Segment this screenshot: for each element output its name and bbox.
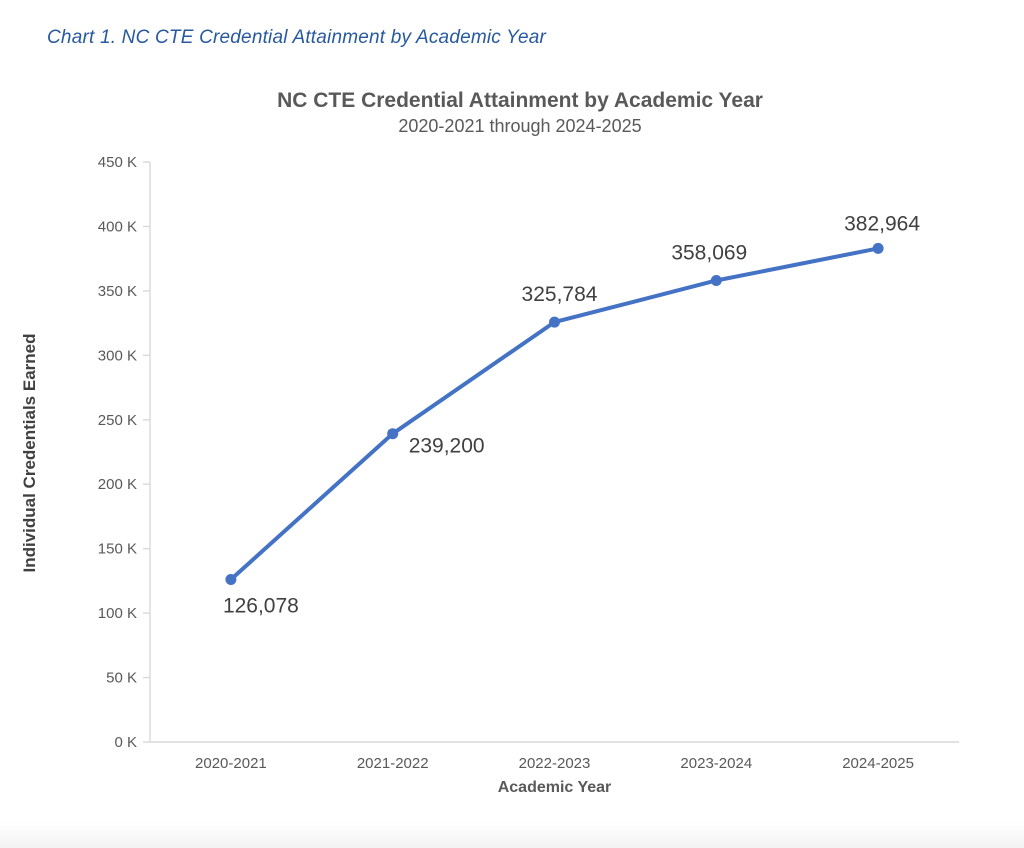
data-point-marker bbox=[549, 316, 560, 328]
x-category-label: 2022-2023 bbox=[519, 755, 591, 772]
y-tick-label: 50 K bbox=[106, 670, 137, 687]
data-point-marker bbox=[225, 573, 237, 585]
data-point-label: 382,964 bbox=[844, 212, 920, 235]
x-category-label: 2024-2025 bbox=[842, 755, 914, 772]
y-tick-label: 450 K bbox=[98, 154, 137, 171]
chart-title-block: NC CTE Credential Attainment by Academic… bbox=[60, 88, 980, 137]
data-point-marker bbox=[710, 274, 722, 286]
y-tick-label: 150 K bbox=[98, 541, 137, 558]
x-category-label: 2023-2024 bbox=[680, 755, 752, 772]
data-point-marker bbox=[872, 242, 884, 254]
y-tick-label: 100 K bbox=[98, 605, 137, 622]
y-tick-label: 200 K bbox=[98, 476, 137, 493]
data-point-label: 325,784 bbox=[522, 283, 598, 306]
data-point-marker bbox=[387, 428, 399, 440]
figure-caption: Chart 1. NC CTE Credential Attainment by… bbox=[47, 27, 547, 48]
chart-title: NC CTE Credential Attainment by Academic… bbox=[277, 89, 763, 112]
x-axis-title: Academic Year bbox=[497, 779, 612, 796]
y-tick-label: 300 K bbox=[98, 347, 137, 364]
data-point-label: 126,078 bbox=[223, 594, 299, 617]
x-category-label: 2021-2022 bbox=[357, 755, 429, 772]
data-point-label: 358,069 bbox=[671, 241, 747, 264]
y-tick-label: 0 K bbox=[114, 734, 137, 751]
y-tick-label: 250 K bbox=[98, 412, 137, 429]
chart-subtitle: 2020-2021 through 2024-2025 bbox=[398, 116, 642, 137]
y-tick-label: 400 K bbox=[98, 218, 137, 235]
x-category-label: 2020-2021 bbox=[195, 755, 267, 772]
data-point-label: 239,200 bbox=[409, 435, 485, 458]
y-tick-label: 350 K bbox=[98, 283, 137, 300]
